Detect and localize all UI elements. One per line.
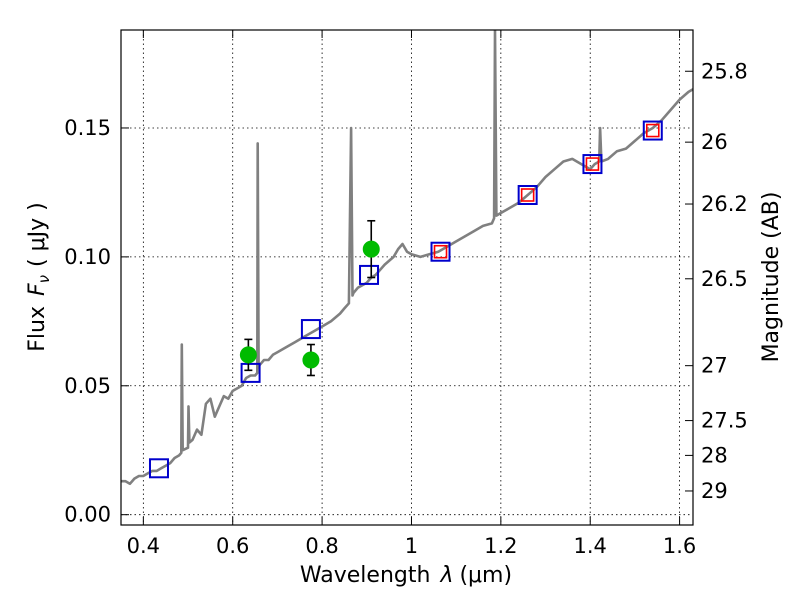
y2-axis-label: Magnitude (AB) — [759, 192, 784, 363]
y2-tick-label: 27.5 — [701, 409, 748, 433]
grid-layer — [121, 30, 693, 525]
model-photometry-square — [148, 458, 169, 479]
model-spectrum-line — [121, 30, 693, 486]
x-tick-label: 0.4 — [127, 534, 160, 558]
tick-layer: 0.4 0.6 0.8 1 1.2 1.4 1.6 0.00 0.05 0.10 0.15 25.8 2… — [64, 30, 748, 558]
y-tick-label: 0.00 — [64, 503, 111, 527]
y2-tick-label: 27 — [701, 354, 728, 378]
x-tick-label: 0.8 — [305, 534, 338, 558]
y2-tick-label: 25.8 — [701, 59, 748, 83]
data-layer — [121, 30, 693, 486]
y2-tick-label: 29 — [701, 479, 728, 503]
x-tick-label: 0.6 — [216, 534, 249, 558]
y2-tick-label: 26.2 — [701, 192, 748, 216]
y-tick-label: 0.15 — [64, 116, 111, 140]
y-axis-label: FluxFν( μJy ) — [25, 202, 53, 351]
observed-point — [302, 351, 320, 369]
model-photometry-square — [642, 120, 663, 141]
observed-point — [239, 346, 257, 364]
model-photometry-square — [300, 319, 321, 340]
x-tick-label: 1.2 — [484, 534, 517, 558]
y-tick-label: 0.10 — [64, 245, 111, 269]
y2-tick-label: 28 — [701, 443, 728, 467]
model-photometry-square — [240, 362, 261, 383]
x-tick-label: 1.6 — [663, 534, 696, 558]
observed-point — [362, 240, 380, 258]
model-photometry-square — [582, 154, 603, 175]
model-photometry-square — [430, 241, 451, 262]
x-tick-label: 1.4 — [574, 534, 607, 558]
inner-square-marker — [520, 188, 535, 202]
y2-tick-label: 26 — [701, 130, 728, 154]
y-tick-label: 0.05 — [64, 374, 111, 398]
model-photometry-square — [359, 264, 380, 285]
model-photometry-square — [517, 185, 538, 205]
y2-tick-label: 26.5 — [701, 267, 748, 291]
x-axis-label: Wavelength λ (μm) — [300, 563, 512, 588]
inner-square-marker — [433, 244, 448, 259]
x-tick-label: 1 — [405, 534, 418, 558]
inner-square-marker — [645, 123, 660, 138]
plot-frame — [120, 29, 694, 526]
inner-square-marker — [585, 157, 600, 171]
